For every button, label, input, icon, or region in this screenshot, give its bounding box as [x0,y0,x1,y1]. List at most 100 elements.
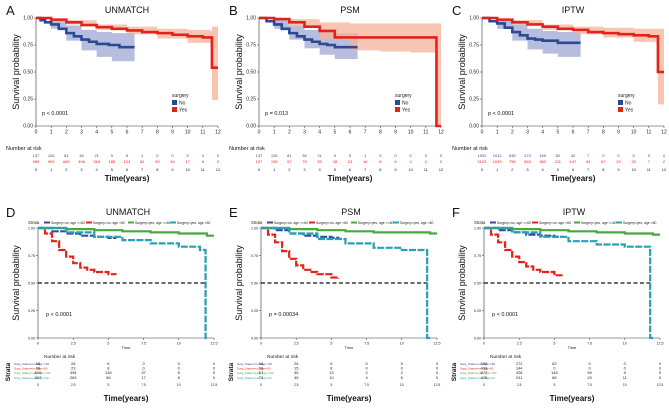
risk-value: 433 [481,366,488,371]
risk-value: 144 [516,366,523,371]
legend-swatch-no [618,100,623,105]
risk-x-tick: 10 [623,383,627,387]
x-axis-label: Time(years) [104,394,149,403]
risk-value: 23 [348,159,353,164]
x-tick-label: 5 [330,342,332,346]
risk-value: 59 [155,159,160,164]
x-tick-label: 0 [35,130,38,136]
risk-value: 0 [410,153,413,158]
x-tick-label: 2.5 [294,342,299,346]
y-tick-label: 0.25 [28,309,35,313]
risk-value: 28 [333,159,338,164]
risk-value: 0 [436,361,439,366]
risk-value: 0 [624,366,627,371]
y-axis-label: Survival probability [457,245,467,321]
risk-x-tick: 2.5 [294,383,299,387]
y-tick-label: 1.00 [251,226,258,230]
risk-value: 0 [617,153,620,158]
y-axis-label: Survival probability [11,245,21,321]
survival-line-yes [36,16,218,69]
risk-value: 985 [33,159,40,164]
legend-label-no: No [402,100,409,106]
survival-line-yes [259,16,441,128]
risk-table-title: Number at risk [6,146,42,152]
chart-c: C IPTW Survival probability 0.00 0.25 0.50 0.7… [452,3,667,183]
x-tick-label: 9 [171,130,174,136]
risk-value: 169 [539,153,546,158]
risk-value: 0 [202,153,205,158]
risk-value: 21 [317,153,322,158]
risk-row-label: Surg_Status=no, age>60 [237,367,271,371]
x-tick-label: 7.5 [587,342,592,346]
risk-row-label: Surg_Status=yes, age>60 [460,376,495,380]
x-tick-label: 6 [349,130,352,136]
risk-x-tick: 1 [273,167,276,172]
risk-x-tick: 10 [631,167,636,172]
risk-row-label: Surg_Status=no, age>60 [14,367,48,371]
p-value: p = 0.00034 [269,312,298,318]
x-tick-label: 6 [126,130,129,136]
legend-label-yes: Yes [625,107,634,113]
risk-value: 137 [256,153,263,158]
survival-line-no [259,16,358,49]
risk-value: 425 [481,375,488,380]
strata-legend-label: Surgery=no, age >60 [316,221,348,225]
x-tick-label: 9 [617,130,620,136]
x-tick-label: 2.5 [517,342,522,346]
risk-value: 1103 [478,159,487,164]
risk-value: 5 [126,153,129,158]
risk-value: 36 [79,153,84,158]
survival-line-g3 [38,226,214,237]
risk-x-tick: 11 [201,167,206,172]
panel-label: A [6,3,15,18]
y-tick-label: 0.50 [469,70,479,76]
risk-value: 82 [556,153,561,158]
risk-x-tick: 5 [557,167,560,172]
risk-value: 0 [213,361,216,366]
risk-value: 126 [48,153,55,158]
risk-value: 6 [202,159,205,164]
x-tick-label: 1 [496,130,499,136]
risk-x-tick: 4 [319,167,322,172]
risk-value: 0 [440,153,443,158]
risk-row-label: Surg_Status=yes, age>60 [237,376,272,380]
risk-table-title: Number at risk [229,146,265,152]
x-tick-label: 7 [141,130,144,136]
x-tick-label: 8 [379,130,382,136]
risk-value: 130 [105,370,112,375]
x-tick-label: 3 [80,130,83,136]
risk-value: 1092 [478,153,488,158]
risk-value: 0 [602,153,605,158]
chart-title: PSM [341,207,361,217]
risk-value: 15 [294,366,299,371]
risk-value: 4 [410,159,413,164]
risk-table-title: Number at risk [452,146,488,152]
risk-x-tick: 0 [37,383,39,387]
panel-e: E PSM Strata Surgery=no, age <=60 Surgery=no… [223,200,446,409]
risk-value: 0 [217,153,220,158]
risk-x-tick: 2.5 [517,383,522,387]
risk-value: 1 [364,153,367,158]
chart-d: D UNMATCH Strata Surgery=no, age <=60 Surger… [5,205,218,403]
risk-x-tick: 7.5 [587,383,592,387]
risk-value: 0 [436,366,439,371]
risk-value: 126 [271,153,278,158]
risk-value: 11 [623,375,628,380]
risk-value: 0 [436,370,439,375]
risk-value: 0 [213,375,216,380]
p-value: p < 0.0001 [42,111,68,117]
risk-value: 211 [555,159,562,164]
risk-value: 5 [330,361,333,366]
x-tick-label: 11 [646,130,651,136]
risk-value: 53 [317,159,322,164]
risk-value: 0 [394,153,397,158]
risk-value: 8 [330,366,333,371]
risk-x-tick: 0 [260,383,262,387]
x-tick-label: 12.5 [211,342,218,346]
risk-row-label: Surg_Status=no, age<=60 [237,362,272,366]
strata-axis-label: Strata [5,362,12,381]
x-tick-label: 10 [177,342,181,346]
risk-row-label: Surg_Status=yes, age<=60 [237,371,274,375]
risk-value: 363 [539,159,546,164]
survival-line-no [482,16,581,45]
